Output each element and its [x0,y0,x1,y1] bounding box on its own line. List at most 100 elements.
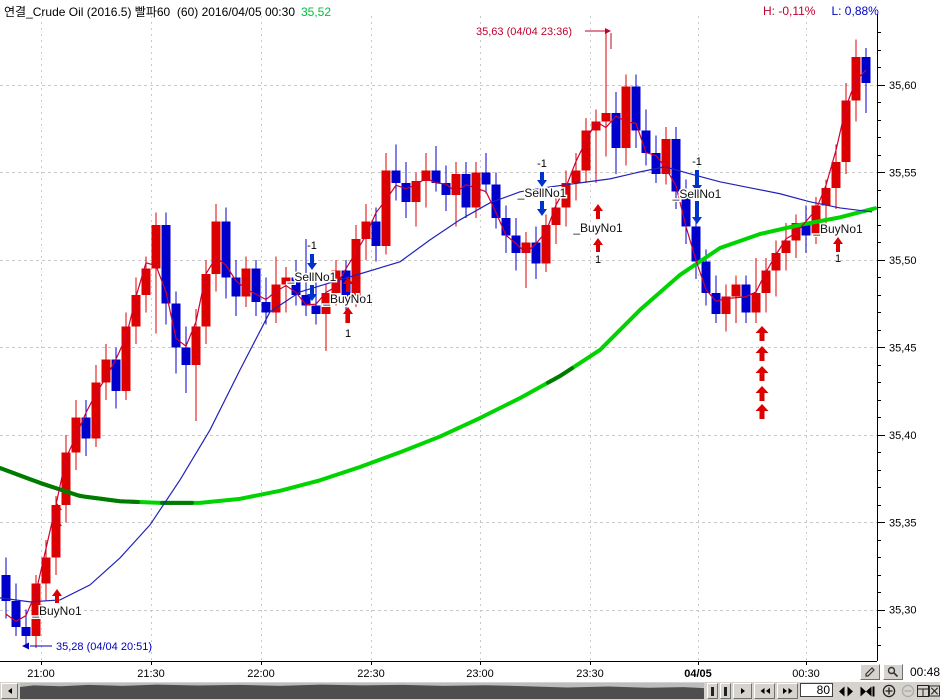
time-tick-label: 00:30 [792,668,820,680]
zoom-tool-button[interactable] [883,663,903,680]
range-handle-left[interactable] [707,683,718,699]
tile-window-icon [917,685,929,697]
price-tick-label: 35,40 [889,430,917,442]
signal-count-label: -1 [307,240,317,252]
candle-up [331,270,341,294]
fast-forward-button[interactable] [777,683,798,699]
candle-down [291,277,301,295]
time-axis: 21:00 21:30 22:00 22:30 23:00 23:30 04/05 00:30 [27,661,820,680]
candle-down [461,174,471,208]
zoom-out-button[interactable] [899,683,916,699]
clock-label: 00:48 [910,664,940,679]
price-tick-label: 35,35 [889,517,917,529]
buy-arrow-icon [755,386,769,401]
candle-down [681,191,691,227]
candle-down [801,223,811,236]
close-box-button[interactable] [929,683,940,699]
high-percent-label: H: -0,11% [763,4,816,18]
chart-overview-track[interactable] [20,683,704,699]
candle-down [301,294,311,306]
candle-up [451,174,461,196]
step-forward-button[interactable] [733,683,752,699]
candle-up [31,583,41,636]
expand-horizontal-icon [839,686,853,696]
low-percent-label: L: 0,88% [831,4,879,18]
candle-down [251,268,261,302]
bars-count-input[interactable] [800,683,833,697]
time-tick-label: 21:30 [137,668,165,680]
candle-up [321,293,331,315]
annotations: 35,63 (04/04 23:36) 35,28 (04/04 20:51) [22,26,612,653]
buy-arrow-icon [343,277,353,292]
candle-down [531,242,541,264]
candle-down [741,284,751,313]
candlestick-chart[interactable]: _BuyNo1 _SellNo1 -1 _BuyNo1 1 _SellNo1 -1 _BuyN… [0,0,940,682]
range-handle-right[interactable] [720,683,731,699]
sell-arrow-icon [307,285,317,301]
draw-tool-button[interactable] [860,663,880,680]
candle-up [61,452,71,505]
chart-title-text: 연결_Crude Oil (2016.5) 빨파60 (60) 2016/04/… [4,5,295,19]
price-tick-label: 35,50 [889,255,917,267]
candle-up [791,223,801,241]
buy-arrow-icon [755,346,769,361]
candle-up [131,294,141,327]
zoom-in-button[interactable] [879,683,898,699]
play-icon [740,688,745,694]
rewind-button[interactable] [754,683,775,699]
candle-up [541,224,551,264]
candle-up [591,121,601,131]
price-tick-label: 35,60 [889,80,917,92]
buy-arrow-icon [52,589,62,603]
buy-arrow-stack [755,326,769,419]
candle-down [181,347,191,365]
candle-up [191,326,201,365]
last-price-value: 35,52 [301,5,332,19]
buy-signal-label: _BuyNo1 [322,292,373,306]
candle-down [651,153,661,175]
buy-arrow-icon [833,237,843,252]
candle-down [691,226,701,262]
sell-signal-label: _SellNo1 [517,186,567,200]
buy-signal-label: _BuyNo1 [31,604,82,618]
candle-down [21,627,31,636]
candle-up [561,182,571,208]
candle-up [151,224,161,269]
candle-down [161,224,171,304]
candle-up [141,268,151,295]
time-tick-label: 21:00 [27,668,55,680]
price-tick-label: 35,55 [889,167,917,179]
candle-down [641,130,651,154]
fit-width-button[interactable] [858,683,877,699]
candle-down [391,170,401,183]
candle-down [431,170,441,183]
left-arrow-icon [7,688,12,694]
candle-down [631,86,641,131]
candle-up [661,139,671,175]
scroll-left-button[interactable] [1,683,18,699]
candle-down [261,301,271,313]
expand-horizontal-button[interactable] [836,683,856,699]
candle-up [751,293,761,313]
gridlines [0,16,877,661]
candle-up [361,221,371,239]
tile-window-button[interactable] [917,683,929,699]
candle-up [381,170,391,246]
candle-up [521,242,531,253]
sell-arrow-icon [307,254,317,270]
candle-up [201,273,211,327]
candle-up [411,181,421,203]
buy-signal-label: _BuyNo1 [812,222,863,236]
axes [0,14,878,662]
chart-scrollbar-row [0,682,940,700]
buy-arrow-icon [755,326,769,341]
candle-up [821,188,831,206]
buy-arrow-icon [593,238,603,252]
candle-down [11,600,21,628]
chart-overview-thumb[interactable] [20,684,704,699]
candle-up [91,382,101,439]
price-axis: 35,60 35,55 35,50 35,45 35,40 35,35 35,30 [877,32,917,646]
candle-down [221,221,231,278]
ma-fast-line [5,69,867,623]
